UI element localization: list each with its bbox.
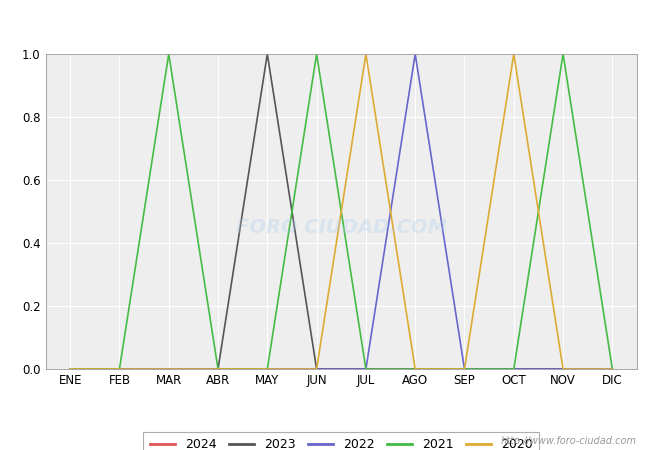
2021 xyxy=(66,366,74,372)
2023 xyxy=(313,366,320,372)
2022 xyxy=(411,51,419,57)
2024 xyxy=(411,366,419,372)
2020 xyxy=(165,366,173,372)
2021 xyxy=(461,366,469,372)
2020 xyxy=(608,366,616,372)
2024 xyxy=(313,366,320,372)
2021 xyxy=(559,51,567,57)
2020 xyxy=(461,366,469,372)
2022 xyxy=(608,366,616,372)
2023 xyxy=(411,366,419,372)
2024 xyxy=(165,366,173,372)
2022 xyxy=(313,366,320,372)
2020 xyxy=(263,366,271,372)
2022 xyxy=(66,366,74,372)
2022 xyxy=(461,366,469,372)
2021 xyxy=(608,366,616,372)
Legend: 2024, 2023, 2022, 2021, 2020: 2024, 2023, 2022, 2021, 2020 xyxy=(144,432,539,450)
2020 xyxy=(411,366,419,372)
Text: FORO CIUDAD.COM: FORO CIUDAD.COM xyxy=(236,218,447,237)
2023 xyxy=(116,366,124,372)
2021 xyxy=(116,366,124,372)
2024 xyxy=(362,366,370,372)
Text: Matriculaciones de Vehiculos en Almajano: Matriculaciones de Vehiculos en Almajano xyxy=(150,9,500,27)
Line: 2023: 2023 xyxy=(70,54,612,369)
2020 xyxy=(116,366,124,372)
2024 xyxy=(608,366,616,372)
2021 xyxy=(214,366,222,372)
2024 xyxy=(214,366,222,372)
2020 xyxy=(559,366,567,372)
2024 xyxy=(510,366,517,372)
2023 xyxy=(362,366,370,372)
2024 xyxy=(263,366,271,372)
2023 xyxy=(263,51,271,57)
2021 xyxy=(510,366,517,372)
2020 xyxy=(214,366,222,372)
2023 xyxy=(165,366,173,372)
2021 xyxy=(362,366,370,372)
2024 xyxy=(461,366,469,372)
2024 xyxy=(66,366,74,372)
2022 xyxy=(362,366,370,372)
2021 xyxy=(165,51,173,57)
Line: 2022: 2022 xyxy=(70,54,612,369)
2023 xyxy=(559,366,567,372)
2023 xyxy=(608,366,616,372)
Line: 2021: 2021 xyxy=(70,54,612,369)
2022 xyxy=(263,366,271,372)
2023 xyxy=(66,366,74,372)
Text: http://www.foro-ciudad.com: http://www.foro-ciudad.com xyxy=(501,436,637,446)
2023 xyxy=(214,366,222,372)
2020 xyxy=(362,51,370,57)
2022 xyxy=(510,366,517,372)
2020 xyxy=(66,366,74,372)
2021 xyxy=(313,51,320,57)
2022 xyxy=(559,366,567,372)
2024 xyxy=(559,366,567,372)
2022 xyxy=(214,366,222,372)
2023 xyxy=(461,366,469,372)
2024 xyxy=(116,366,124,372)
2020 xyxy=(313,366,320,372)
2023 xyxy=(510,366,517,372)
Line: 2020: 2020 xyxy=(70,54,612,369)
2022 xyxy=(116,366,124,372)
2021 xyxy=(263,366,271,372)
2021 xyxy=(411,366,419,372)
2020 xyxy=(510,51,517,57)
2022 xyxy=(165,366,173,372)
